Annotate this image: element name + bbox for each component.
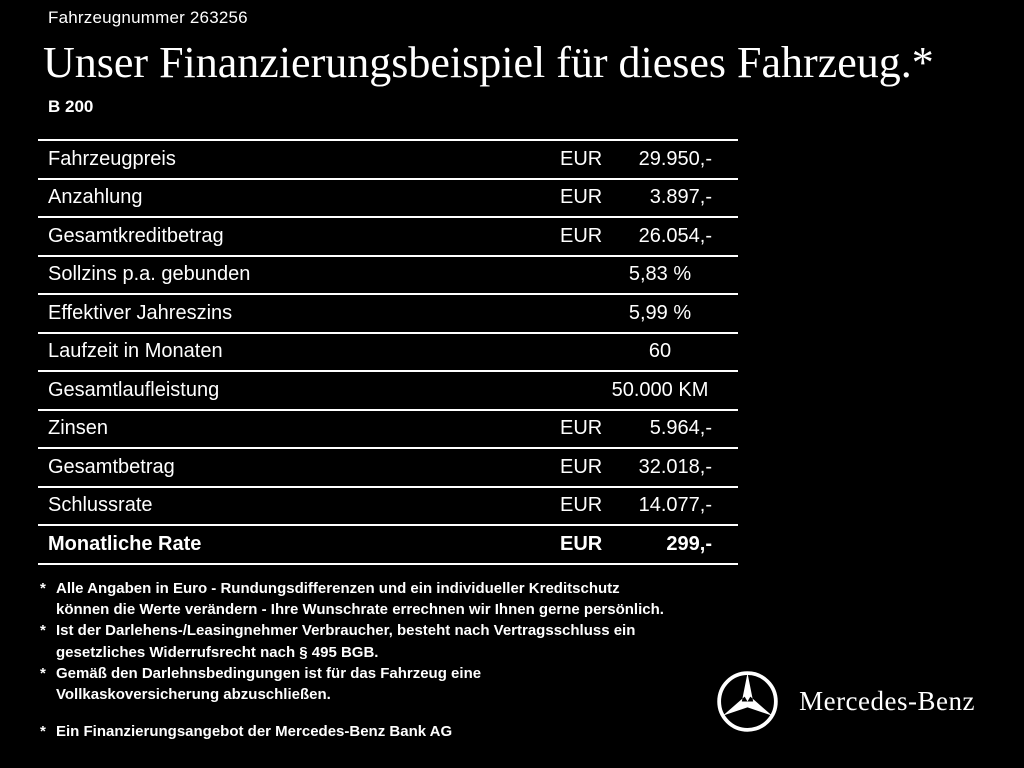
table-row: Gesamtlaufleistung 50.000 KM <box>38 370 738 409</box>
vehicle-number: Fahrzeugnummer 263256 <box>48 8 248 27</box>
footnote-marker: * <box>40 580 46 597</box>
financing-table: Fahrzeugpreis EUR 29.950,- Anzahlung EUR 3… <box>38 139 738 565</box>
row-value: 60 <box>648 340 672 363</box>
row-currency: EUR <box>560 417 603 440</box>
footnote-text: Ein Finanzierungsangebot der Mercedes-Be… <box>56 723 453 741</box>
row-label: Monatliche Rate <box>48 532 202 555</box>
row-label: Anzahlung <box>48 186 143 209</box>
footnotes: * Alle Angaben in Euro - Rundungsdiffere… <box>40 578 800 742</box>
footnote: * Alle Angaben in Euro - Rundungsdiffere… <box>40 578 800 620</box>
footnote: * Gemäß den Darlehnsbedingungen ist für … <box>40 663 800 705</box>
row-label: Zinsen <box>48 417 109 440</box>
row-currency: EUR <box>560 224 603 247</box>
row-label: Schlussrate <box>48 494 153 517</box>
row-label: Fahrzeugpreis <box>48 147 176 170</box>
table-row-monthly-rate: Monatliche Rate EUR 299,- <box>38 524 738 563</box>
row-label: Gesamtlaufleistung <box>48 378 220 401</box>
row-value: 50.000 KM <box>611 378 709 401</box>
footnote-marker: * <box>40 664 46 682</box>
row-label: Sollzins p.a. gebunden <box>48 263 251 286</box>
page-title: Unser Finanzierungsbeispiel für dieses F… <box>43 38 934 87</box>
table-row: Laufzeit in Monaten 60 <box>38 331 738 371</box>
footnote-text: Gemäß den Darlehnsbedingungen ist für da… <box>56 664 482 704</box>
table-row: Fahrzeugpreis EUR 29.950,- <box>38 139 738 178</box>
footnote-marker: * <box>40 622 46 640</box>
footnote-text: Ist der Darlehens-/Leasingnehmer Verbrau… <box>56 622 636 661</box>
row-currency: EUR <box>560 532 603 555</box>
footnote-text: Alle Angaben in Euro - Rundungsdifferenz… <box>56 580 664 619</box>
row-currency: EUR <box>560 147 603 170</box>
footnote: * Ist der Darlehens-/Leasingnehmer Verbr… <box>40 620 800 662</box>
row-label: Effektiver Jahreszins <box>48 301 233 324</box>
table-row: Gesamtkreditbetrag EUR 26.054,- <box>38 216 738 255</box>
footnote-marker: * <box>40 723 46 741</box>
row-value: 32.018,- <box>638 455 712 478</box>
row-value: 3.897,- <box>649 186 712 209</box>
row-value: 26.054,- <box>638 224 712 247</box>
row-value: 5,83 % <box>628 263 692 286</box>
row-currency: EUR <box>560 494 603 517</box>
table-row: Effektiver Jahreszins 5,99 % <box>38 293 738 332</box>
row-currency: EUR <box>560 455 603 478</box>
vehicle-model: B 200 <box>48 97 94 116</box>
table-row: Sollzins p.a. gebunden 5,83 % <box>38 254 738 294</box>
row-value: 5.964,- <box>649 417 712 440</box>
row-label: Gesamtbetrag <box>48 455 175 478</box>
footnote-bank-offer: * Ein Finanzierungsangebot der Mercedes-… <box>40 721 800 742</box>
row-currency: EUR <box>560 186 603 209</box>
row-value: 29.950,- <box>638 147 712 170</box>
row-value: 299,- <box>666 532 712 555</box>
brand-area: Mercedes-Benz <box>716 670 975 733</box>
table-row: Schlussrate EUR 14.077,- <box>38 485 738 525</box>
mercedes-benz-wordmark: Mercedes-Benz <box>799 686 975 716</box>
table-row: Anzahlung EUR 3.897,- <box>38 177 738 217</box>
row-label: Laufzeit in Monaten <box>48 340 223 363</box>
row-value: 14.077,- <box>638 494 712 517</box>
table-row: Gesamtbetrag EUR 32.018,- <box>38 447 738 486</box>
row-label: Gesamtkreditbetrag <box>48 224 224 247</box>
table-row: Zinsen EUR 5.964,- <box>38 408 738 448</box>
mercedes-star-icon <box>717 671 778 732</box>
row-value: 5,99 % <box>628 301 692 324</box>
